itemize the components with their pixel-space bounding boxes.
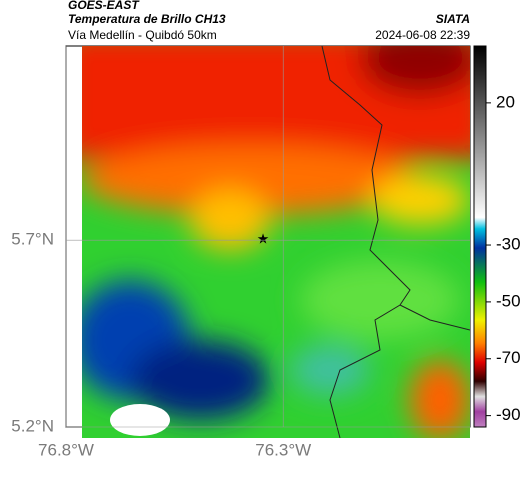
datetime: 2024-06-08 22:39 — [375, 28, 470, 42]
satellite-image — [82, 46, 470, 438]
colorbar — [473, 45, 487, 428]
colorbar-tick-label: -70 — [496, 348, 521, 367]
source: SIATA — [436, 12, 470, 26]
colorbar-tick-label: -90 — [496, 405, 521, 424]
colorbar-tick-label: 20 — [496, 92, 515, 111]
subtitle: Temperatura de Brillo CH13 — [68, 12, 226, 26]
y-tick-label: 5.2°N — [11, 416, 54, 435]
border — [399, 304, 470, 331]
x-tick-label: 76.3°W — [255, 440, 311, 459]
location-star: ★ — [257, 231, 270, 247]
ticks: 76.8°W 76.3°W 5.2°N 5.7°N 20 -30 -50 -70 -90 — [11, 46, 521, 459]
colorbar-tick-label: -50 — [496, 291, 521, 310]
border — [321, 46, 411, 438]
colorbar-tick-label: -30 — [496, 235, 521, 254]
x-tick-label: 76.8°W — [38, 440, 94, 459]
title: GOES-EAST — [68, 0, 140, 12]
y-tick-label: 5.7°N — [11, 230, 54, 249]
route: Vía Medellín - Quibdó 50km — [68, 28, 217, 42]
cold-cloud — [110, 404, 170, 436]
